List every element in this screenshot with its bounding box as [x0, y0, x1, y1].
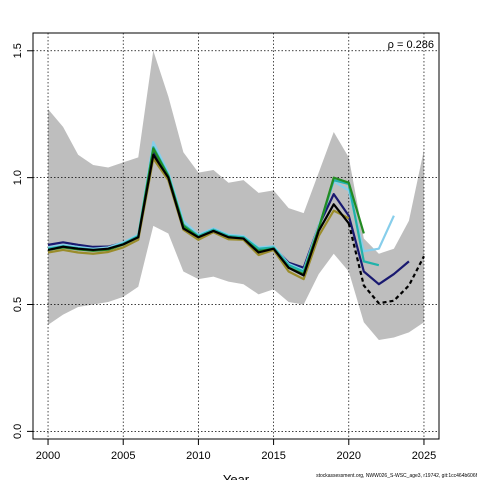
x-axis-title: Year	[223, 472, 250, 480]
series-line-2	[47, 141, 395, 272]
grid-layer	[33, 33, 439, 439]
x-axis: 2000 2005 2010 2015 2020 2025	[36, 439, 436, 462]
y-tick-label: 1.0	[12, 170, 24, 185]
rho-annotation: ρ = 0.286	[388, 39, 434, 51]
x-tick-label: 2015	[261, 450, 285, 462]
series-line-5	[47, 157, 350, 281]
y-axis: 0.0 0.5 1.0 1.5	[12, 43, 33, 439]
series-line-6	[47, 153, 350, 277]
x-tick-label: 2025	[412, 450, 436, 462]
plot-frame	[32, 32, 440, 440]
x-tick-label: 2000	[36, 450, 60, 462]
x-tick-label: 2005	[111, 450, 135, 462]
series-layer	[47, 141, 425, 305]
y-tick-label: 0.5	[12, 297, 24, 312]
y-tick-label: 0.0	[12, 424, 24, 439]
y-tick-label: 1.5	[12, 43, 24, 58]
footer-text: stockassessment.org, NWW026_S-WSC_age3, …	[316, 473, 478, 479]
x-tick-label: 2010	[186, 450, 210, 462]
confidence-band-layer	[48, 50, 424, 341]
confidence-band	[48, 50, 424, 341]
x-tick-label: 2020	[337, 450, 361, 462]
series-line-7	[347, 223, 425, 305]
